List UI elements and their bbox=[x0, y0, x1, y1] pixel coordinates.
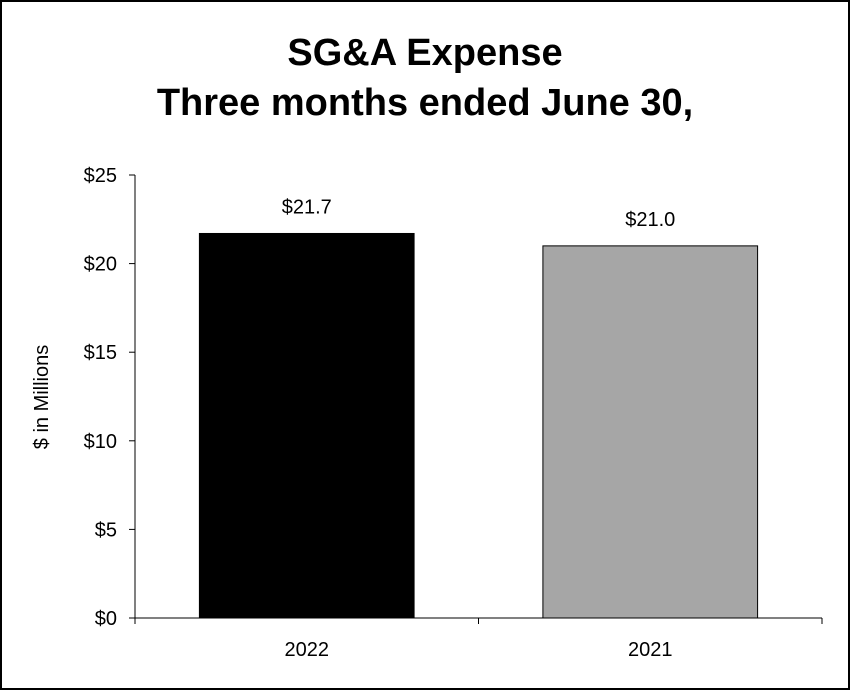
bars bbox=[198, 232, 759, 619]
data-label-2022: $21.7 bbox=[282, 196, 332, 218]
labels: $21.7 2022 $21.0 2021 bbox=[282, 196, 676, 661]
y-tick-label: $25 bbox=[84, 165, 117, 187]
x-tick-label-2022: 2022 bbox=[285, 639, 330, 661]
axes: $0 $5 $10 $15 $20 $25 bbox=[84, 165, 823, 630]
y-tick-label: $0 bbox=[95, 608, 117, 630]
data-label-2021: $21.0 bbox=[625, 209, 675, 231]
y-axis-label: $ in Millions bbox=[31, 345, 53, 449]
y-tick-label: $5 bbox=[95, 519, 117, 541]
chart-title: SG&A Expense Three months ended June 30, bbox=[0, 28, 850, 128]
x-tick-label-2021: 2021 bbox=[628, 639, 673, 661]
y-tick-label: $20 bbox=[84, 254, 117, 276]
bar-2021 bbox=[542, 245, 759, 619]
y-tick-label: $15 bbox=[84, 342, 117, 364]
chart-title-line-2: Three months ended June 30, bbox=[156, 82, 694, 124]
y-tick-label: $10 bbox=[84, 431, 117, 453]
bar-2022 bbox=[198, 232, 415, 619]
chart-title-line-1: SG&A Expense bbox=[287, 32, 563, 74]
